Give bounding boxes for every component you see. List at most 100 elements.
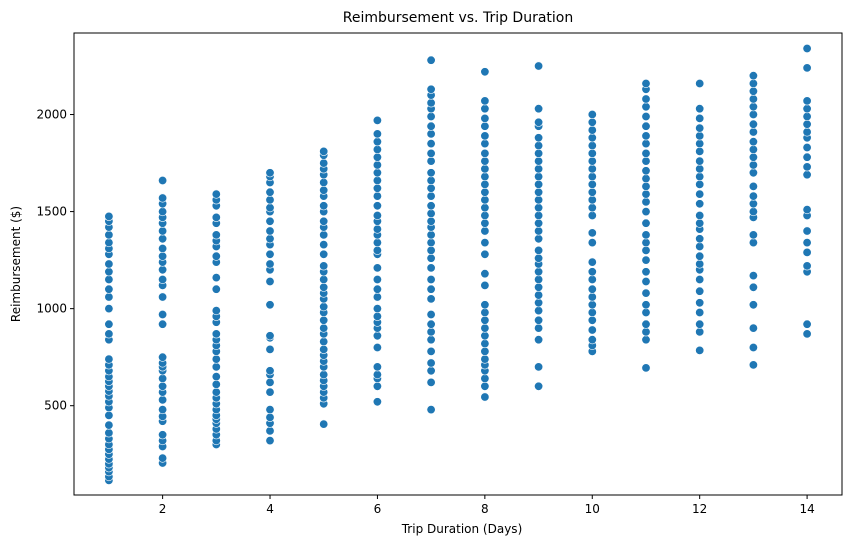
- data-point: [534, 274, 544, 284]
- data-point: [211, 189, 221, 199]
- data-point: [480, 121, 490, 131]
- data-point: [748, 191, 758, 201]
- data-point: [319, 419, 329, 429]
- data-point: [158, 193, 168, 203]
- data-point: [695, 307, 705, 317]
- data-point: [802, 119, 812, 129]
- data-point: [695, 113, 705, 123]
- data-point: [587, 148, 597, 158]
- data-point: [265, 344, 275, 354]
- data-point: [587, 274, 597, 284]
- data-point: [265, 387, 275, 397]
- data-point: [802, 63, 812, 73]
- data-point: [319, 146, 329, 156]
- data-point: [641, 245, 651, 255]
- data-point: [372, 397, 382, 407]
- data-point: [695, 211, 705, 221]
- data-point: [641, 300, 651, 310]
- data-point: [480, 238, 490, 248]
- data-point: [587, 300, 597, 310]
- data-point: [158, 352, 168, 362]
- data-point: [265, 203, 275, 213]
- data-point: [426, 245, 436, 255]
- data-point: [426, 168, 436, 178]
- data-point: [695, 172, 705, 182]
- data-point: [534, 117, 544, 127]
- data-point: [426, 156, 436, 166]
- data-point: [534, 203, 544, 213]
- data-point: [587, 203, 597, 213]
- data-point: [480, 164, 490, 174]
- data-point: [480, 104, 490, 114]
- data-point: [426, 183, 436, 193]
- data-point: [372, 129, 382, 139]
- data-point: [641, 238, 651, 248]
- x-tick-label: 14: [799, 502, 814, 516]
- data-point: [534, 315, 544, 325]
- data-point: [265, 187, 275, 197]
- data-point: [319, 249, 329, 259]
- data-point: [641, 267, 651, 277]
- data-point: [802, 43, 812, 53]
- data-point: [802, 226, 812, 236]
- data-point: [641, 112, 651, 122]
- data-point: [480, 323, 490, 333]
- data-point: [319, 302, 329, 312]
- x-tick-label: 2: [159, 502, 167, 516]
- x-tick-label: 6: [374, 502, 382, 516]
- data-point: [587, 257, 597, 267]
- data-point: [587, 179, 597, 189]
- data-point: [641, 363, 651, 373]
- data-point: [587, 228, 597, 238]
- data-point: [587, 164, 597, 174]
- data-point: [480, 346, 490, 356]
- data-point: [372, 274, 382, 284]
- data-point: [480, 249, 490, 259]
- data-point: [587, 335, 597, 345]
- data-point: [158, 373, 168, 383]
- data-point: [534, 195, 544, 205]
- data-point: [372, 362, 382, 372]
- data-point: [748, 102, 758, 112]
- data-point: [104, 292, 114, 302]
- data-point: [641, 148, 651, 158]
- data-point: [695, 189, 705, 199]
- data-point: [158, 234, 168, 244]
- data-point: [426, 191, 436, 201]
- data-point: [319, 240, 329, 250]
- data-point: [319, 337, 329, 347]
- data-point: [695, 156, 705, 166]
- data-point: [534, 148, 544, 158]
- data-point: [534, 187, 544, 197]
- data-point: [641, 207, 651, 217]
- data-point: [426, 129, 436, 139]
- data-point: [319, 282, 329, 292]
- data-point: [695, 345, 705, 355]
- data-point: [426, 377, 436, 387]
- plot-frame: [73, 32, 843, 496]
- data-point: [695, 327, 705, 337]
- data-point: [587, 284, 597, 294]
- data-point: [534, 133, 544, 143]
- data-point: [265, 366, 275, 376]
- data-point: [426, 148, 436, 158]
- data-point: [695, 319, 705, 329]
- data-point: [587, 315, 597, 325]
- data-point: [158, 251, 168, 261]
- data-point: [802, 170, 812, 180]
- data-point: [641, 255, 651, 265]
- data-point: [158, 430, 168, 440]
- data-point: [641, 319, 651, 329]
- data-point: [426, 230, 436, 240]
- data-point: [695, 79, 705, 89]
- data-point: [748, 342, 758, 352]
- data-point: [641, 218, 651, 228]
- data-point: [480, 156, 490, 166]
- data-point: [372, 137, 382, 147]
- data-point: [748, 137, 758, 147]
- data-point: [480, 172, 490, 182]
- data-point: [158, 207, 168, 217]
- data-point: [587, 307, 597, 317]
- x-tick-label: 12: [692, 502, 707, 516]
- data-point: [534, 335, 544, 345]
